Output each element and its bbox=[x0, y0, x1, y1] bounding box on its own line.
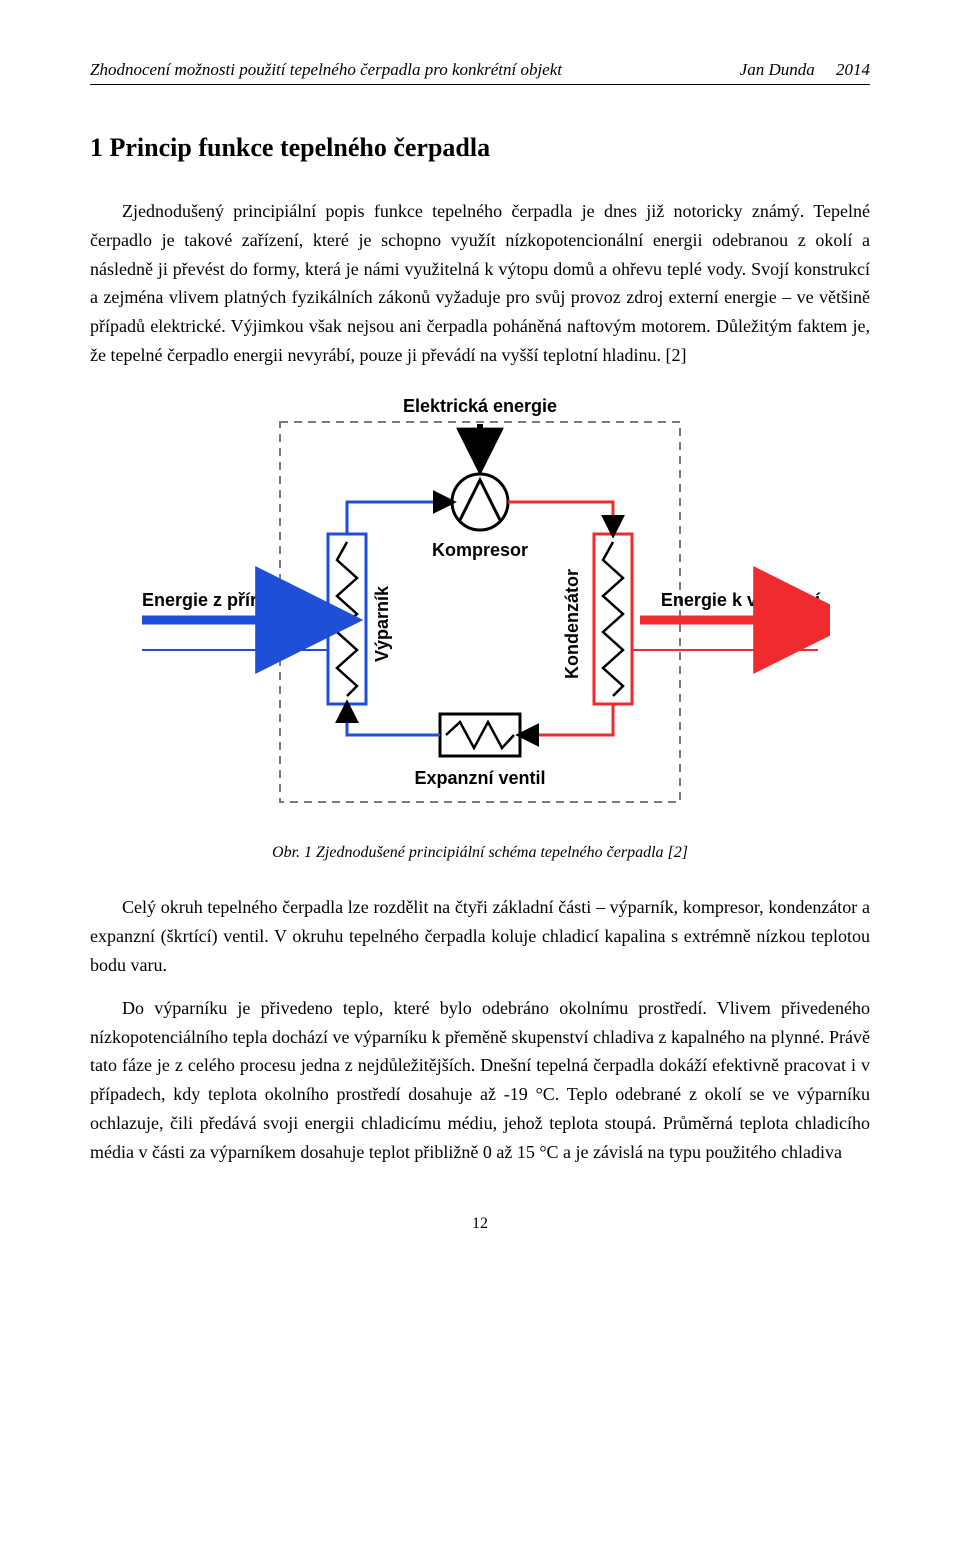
header-author: Jan Dunda bbox=[740, 60, 815, 79]
running-header: Zhodnocení možnosti použití tepelného če… bbox=[90, 60, 870, 85]
label-energy-out: Energie k vytápění bbox=[661, 590, 821, 610]
label-evaporator: Výparník bbox=[372, 585, 392, 662]
paragraph-evaporator: Do výparníku je přivedeno teplo, které b… bbox=[90, 994, 870, 1167]
label-compressor: Kompresor bbox=[432, 540, 528, 560]
figure-caption: Obr. 1 Zjednodušené principiální schéma … bbox=[90, 840, 870, 866]
pipe-exp-to-evap bbox=[347, 704, 440, 735]
heat-pump-schematic: Elektrická energie Kompresor Výparník Ko… bbox=[130, 392, 830, 822]
header-title: Zhodnocení možnosti použití tepelného če… bbox=[90, 60, 562, 80]
header-year: 2014 bbox=[836, 60, 870, 79]
label-energy-in: Energie z přírody bbox=[142, 590, 289, 610]
pipe-cond-to-exp bbox=[520, 704, 613, 735]
paragraph-intro: Zjednodušený principiální popis funkce t… bbox=[90, 197, 870, 370]
pipe-comp-to-cond bbox=[508, 502, 613, 534]
paragraph-overview: Celý okruh tepelného čerpadla lze rozděl… bbox=[90, 893, 870, 979]
label-condenser: Kondenzátor bbox=[562, 569, 582, 679]
section-heading: 1 Princip funkce tepelného čerpadla bbox=[90, 133, 870, 163]
pipe-evap-to-comp bbox=[347, 502, 452, 534]
page-number: 12 bbox=[90, 1215, 870, 1233]
label-electric-energy: Elektrická energie bbox=[403, 396, 557, 416]
label-expansion-valve: Expanzní ventil bbox=[414, 768, 545, 788]
